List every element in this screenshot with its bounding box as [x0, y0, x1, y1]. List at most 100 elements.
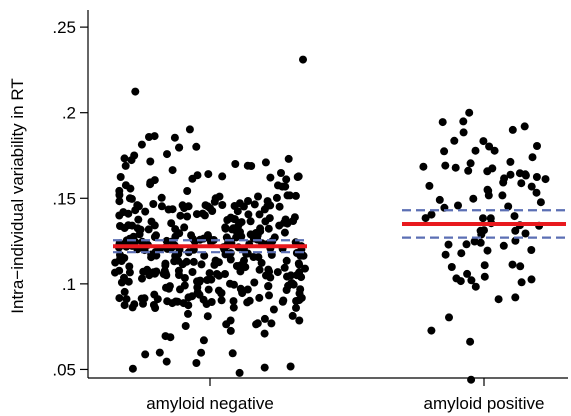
data-point	[291, 191, 300, 200]
data-point	[292, 271, 301, 280]
data-point	[244, 210, 253, 219]
y-tick-label: .1	[62, 275, 76, 294]
data-point	[282, 286, 291, 294]
data-point	[438, 118, 447, 127]
data-point	[229, 297, 238, 306]
data-point	[153, 295, 162, 304]
data-point	[541, 175, 550, 184]
data-point	[510, 212, 519, 221]
data-point	[193, 288, 202, 297]
data-point	[278, 297, 287, 306]
data-point	[467, 276, 476, 285]
data-point	[532, 173, 541, 181]
data-point	[471, 282, 480, 291]
data-point	[281, 182, 290, 191]
data-point	[285, 191, 294, 200]
data-point	[164, 284, 173, 293]
data-point	[157, 202, 166, 211]
y-axis-title: Intra−individual variability in RT	[8, 78, 27, 313]
data-point	[506, 170, 515, 179]
data-point	[254, 192, 262, 201]
data-point	[149, 200, 158, 208]
data-point	[176, 211, 185, 220]
data-point	[168, 166, 177, 175]
data-point	[272, 193, 281, 202]
data-point	[134, 215, 143, 224]
data-point	[447, 263, 456, 271]
data-point	[470, 237, 479, 246]
data-point	[131, 206, 140, 215]
data-point	[217, 296, 226, 305]
data-point	[180, 223, 189, 232]
data-point	[286, 362, 295, 371]
data-point	[180, 281, 189, 290]
data-point	[199, 295, 208, 304]
data-point	[175, 271, 183, 279]
data-point	[528, 153, 537, 162]
data-point	[197, 260, 206, 269]
x-axis: amyloid negative amyloid positive	[88, 377, 568, 413]
data-point	[214, 258, 223, 267]
data-point	[476, 238, 485, 247]
data-point	[264, 282, 273, 291]
data-point	[465, 108, 474, 117]
data-point	[265, 291, 273, 300]
data-point	[188, 174, 197, 183]
data-point	[146, 157, 155, 166]
data-point	[517, 278, 526, 287]
data-point	[200, 251, 209, 260]
data-point	[192, 142, 201, 151]
data-point	[157, 193, 166, 202]
data-point	[205, 269, 214, 278]
data-point	[146, 180, 155, 189]
data-point	[283, 272, 291, 281]
data-point	[199, 336, 208, 345]
data-point	[275, 202, 284, 211]
data-point	[127, 156, 136, 165]
data-point	[197, 348, 206, 357]
data-point	[244, 197, 252, 205]
data-point	[239, 202, 248, 211]
data-point	[483, 167, 492, 176]
data-point	[122, 295, 131, 304]
data-point	[490, 146, 499, 155]
data-point	[168, 299, 177, 308]
data-point	[508, 125, 517, 134]
data-point	[206, 204, 215, 213]
data-point	[527, 275, 536, 284]
x-tick-label: amyloid positive	[424, 394, 545, 413]
data-point	[441, 250, 450, 259]
data-point	[218, 201, 227, 209]
data-point	[236, 267, 245, 276]
data-point	[128, 303, 137, 312]
data-point	[486, 214, 495, 223]
data-point	[245, 296, 254, 305]
data-point	[139, 267, 148, 276]
data-point	[230, 202, 239, 210]
data-point	[162, 357, 171, 366]
data-point	[221, 270, 229, 278]
data-point	[250, 200, 259, 209]
data-point	[520, 122, 529, 131]
data-point	[479, 214, 487, 223]
data-point	[207, 275, 216, 284]
data-point	[228, 349, 237, 358]
data-point	[204, 285, 213, 294]
data-point	[204, 170, 213, 179]
group-statistics	[113, 209, 566, 254]
data-point	[147, 253, 156, 262]
y-tick-label: .2	[62, 104, 76, 123]
data-point	[227, 213, 235, 222]
data-point	[506, 157, 515, 166]
data-point	[260, 363, 269, 372]
data-point	[190, 237, 199, 246]
data-point	[120, 301, 129, 310]
data-point	[120, 154, 129, 163]
data-point	[533, 142, 541, 150]
data-point	[427, 326, 436, 335]
data-point	[456, 277, 465, 286]
data-point	[266, 201, 275, 210]
data-point	[289, 217, 298, 225]
data-point	[480, 272, 489, 281]
